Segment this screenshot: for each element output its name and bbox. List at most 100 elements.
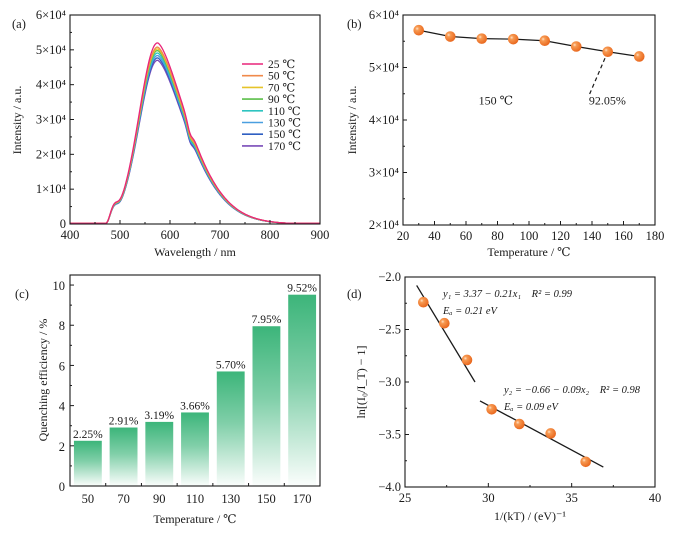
annotation-percentage: 92.05% (589, 93, 626, 107)
bar (252, 326, 281, 486)
y-tick-label: 1×10⁴ (36, 182, 66, 196)
bar-data-label: 9.52% (287, 283, 317, 295)
y-tick-label: 5×10⁴ (36, 43, 66, 57)
data-point (418, 296, 429, 308)
fit-2-equation-text: y₂ = −0.66 − 0.09x₂ (503, 385, 589, 396)
data-point (633, 51, 645, 62)
bar-data-label: 3.66% (180, 400, 210, 412)
panel-c-bars: 2.25% 2.91% 3.19% 3.66% 5.70% 7.95% 9.52% (73, 283, 317, 486)
fit-1-activation-energy: Eₐ = 0.21 eV (442, 306, 498, 317)
panel-d-arrhenius-fit: (d) 25 30 35 40 −4.0 −3.5 −3.0 −2.5 −2.0 y₁ = 3.… (347, 270, 661, 523)
x-tick-label: 700 (211, 228, 230, 242)
panel-d-series (416, 285, 604, 468)
y-tick-label: 8 (59, 319, 65, 333)
panel-d-ticks: 25 30 35 40 −4.0 −3.5 −3.0 −2.5 −2.0 (378, 270, 661, 505)
legend-label: 170 ℃ (268, 141, 301, 153)
fit-2-equation: y₂ = −0.66 − 0.09x₂ R² = 0.98 (503, 385, 641, 396)
x-tick-label: 160 (614, 229, 633, 243)
legend-label: 90 ℃ (268, 94, 295, 106)
y-tick-label: 6×10⁴ (369, 8, 399, 22)
x-tick-label: 25 (399, 491, 412, 505)
x-tick-label: 600 (161, 228, 180, 242)
panel-c-xlabel: Temperature / ℃ (153, 512, 236, 526)
y-tick-label: −4.0 (378, 480, 401, 494)
bar-data-label: 7.95% (252, 314, 282, 326)
x-tick-label: 180 (646, 229, 665, 243)
y-tick-label: 4 (59, 400, 66, 414)
bar (288, 294, 317, 486)
fit-1-equation-text: y₁ = 3.37 − 0.21x₁ (442, 289, 521, 300)
y-tick-label: 6 (59, 359, 65, 373)
pointer-dashed-line (588, 51, 609, 97)
y-tick-label: 6×10⁴ (36, 8, 66, 22)
y-tick-label: 3×10⁴ (36, 113, 66, 127)
panel-d-label: (d) (347, 287, 362, 301)
x-tick-label: 150 (257, 492, 276, 506)
panel-b-frame (402, 14, 656, 226)
fit-1-equation: y₁ = 3.37 − 0.21x₁ R² = 0.99 (442, 289, 573, 300)
x-tick-label: 110 (186, 492, 204, 506)
y-tick-label: 0 (60, 217, 66, 231)
panel-a-ylabel: Intensity / a.u. (10, 86, 24, 155)
legend-label: 70 ℃ (268, 82, 295, 94)
panel-d-xlabel: 1/(kT) / (eV)⁻¹ (494, 509, 566, 523)
x-tick-label: 50 (82, 492, 95, 506)
legend-label: 150 ℃ (268, 129, 301, 141)
x-tick-label: 40 (428, 229, 441, 243)
fit-2-activation-energy: Eₐ = 0.09 eV (503, 402, 559, 413)
bar (181, 412, 209, 486)
data-point (580, 456, 591, 468)
x-tick-label: 800 (261, 228, 280, 242)
x-tick-label: 35 (565, 491, 578, 505)
series-line-25c (70, 42, 320, 224)
panel-a-spectra: (a) 400 500 600 700 800 900 0 1×10⁴ 2×10⁴ 3×10⁴ 4×… (10, 8, 329, 259)
y-tick-label: 2×10⁴ (369, 218, 399, 232)
y-tick-label: −3.0 (378, 375, 401, 389)
legend-label: 110 ℃ (268, 106, 301, 118)
y-tick-label: −2.0 (378, 270, 401, 284)
fit-1-r2: R² = 0.99 (531, 289, 573, 300)
panel-b-xlabel: Temperature / ℃ (487, 245, 570, 259)
y-tick-label: 4×10⁴ (36, 78, 66, 92)
bar (109, 427, 138, 486)
fit-2-line (479, 400, 604, 468)
panel-c-label: (c) (15, 287, 29, 301)
x-tick-label: 500 (111, 228, 130, 242)
bar-data-label: 2.25% (73, 429, 103, 441)
y-tick-label: 0 (59, 480, 65, 494)
x-tick-label: 40 (649, 491, 662, 505)
bar-data-label: 2.91% (109, 416, 139, 428)
x-tick-label: 130 (221, 492, 240, 506)
panel-b-ticks: 20 40 60 80 100 120 140 160 180 2×10⁴ 3×10⁴ 4×10⁴ 5×… (369, 8, 665, 243)
data-point (570, 41, 582, 52)
y-tick-label: 5×10⁴ (369, 61, 399, 75)
panel-d-ylabel: ln[(I₀/I_T) − 1] (354, 346, 368, 419)
x-tick-label: 80 (491, 229, 504, 243)
bar (216, 371, 245, 486)
panel-a-xlabel: Wavelength / nm (154, 245, 236, 259)
x-tick-label: 120 (551, 229, 570, 243)
y-tick-label: 2 (59, 440, 65, 454)
x-tick-label: 140 (583, 229, 602, 243)
panel-a-ticks: 400 500 600 700 800 900 0 1×10⁴ 2×10⁴ 3×10⁴ 4×10⁴ 5… (36, 8, 330, 242)
data-point (461, 354, 473, 366)
y-tick-label: 10 (53, 279, 66, 293)
panel-c-quenching-efficiency: (c) 2.25%2.91% 3.19%3.66%5.70%7.95%9.52% … (15, 274, 321, 526)
panel-c-ylabel: Quenching efficiency / % (36, 319, 50, 442)
x-tick-label: 70 (117, 492, 130, 506)
data-point (413, 24, 425, 36)
legend-label: 50 ℃ (268, 71, 295, 83)
legend-label: 130 ℃ (268, 118, 301, 130)
annotation-temperature: 150 ℃ (479, 93, 513, 107)
y-tick-label: −3.5 (378, 428, 401, 442)
bar (145, 421, 174, 486)
panel-b-intensity-vs-temperature: (b) 20 40 60 80 100 120 140 160 180 2×10⁴ 3×10⁴ 4×1… (345, 8, 664, 259)
bar-data-label: 3.19% (144, 410, 174, 422)
data-point (545, 428, 556, 439)
data-point (486, 404, 497, 415)
x-tick-label: 30 (482, 491, 495, 505)
data-point (602, 46, 614, 58)
x-tick-label: 60 (460, 229, 473, 243)
panel-c-ticks: 50 70 90 110 130 150 170 0 2 4 6 8 10 (53, 279, 312, 506)
